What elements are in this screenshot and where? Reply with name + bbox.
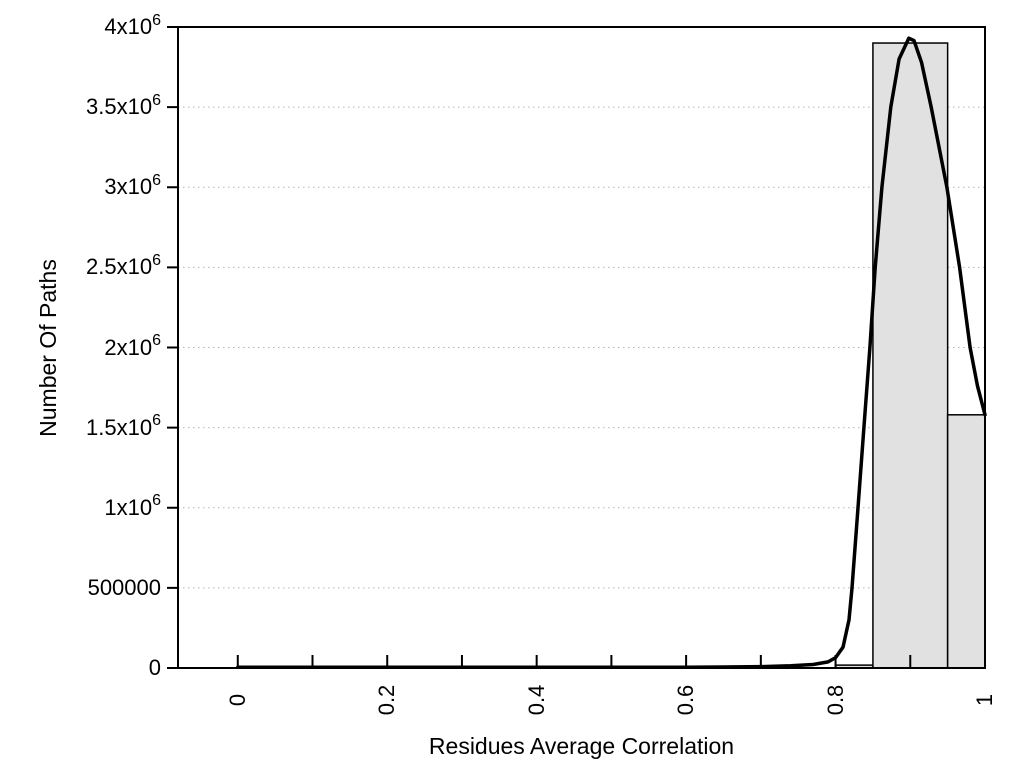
y-tick-label: 2.5x106 xyxy=(86,252,161,280)
y-tick-label: 4x106 xyxy=(104,11,161,39)
y-axis-title: Number Of Paths xyxy=(35,259,61,437)
y-tick-label: 3.5x106 xyxy=(86,91,161,120)
y-tick-label: 1.5x106 xyxy=(86,412,161,440)
x-axis-title: Residues Average Correlation xyxy=(428,733,735,759)
y-tick-label: 3x106 xyxy=(104,171,161,200)
x-tick-label: 1 xyxy=(972,693,997,707)
y-tick-label: 1x106 xyxy=(104,492,161,520)
x-tick-label: 0 xyxy=(224,693,250,707)
y-tick-label: 0 xyxy=(148,655,161,680)
x-tick-label: 0.4 xyxy=(523,684,549,716)
y-tick-label: 500000 xyxy=(87,574,161,600)
x-tick-label: 0.2 xyxy=(374,684,400,716)
x-tick-label: 0.8 xyxy=(822,684,848,716)
histogram-bar xyxy=(946,414,986,669)
x-tick-label: 0.6 xyxy=(673,684,699,716)
y-tick-label: 2x106 xyxy=(104,332,161,360)
